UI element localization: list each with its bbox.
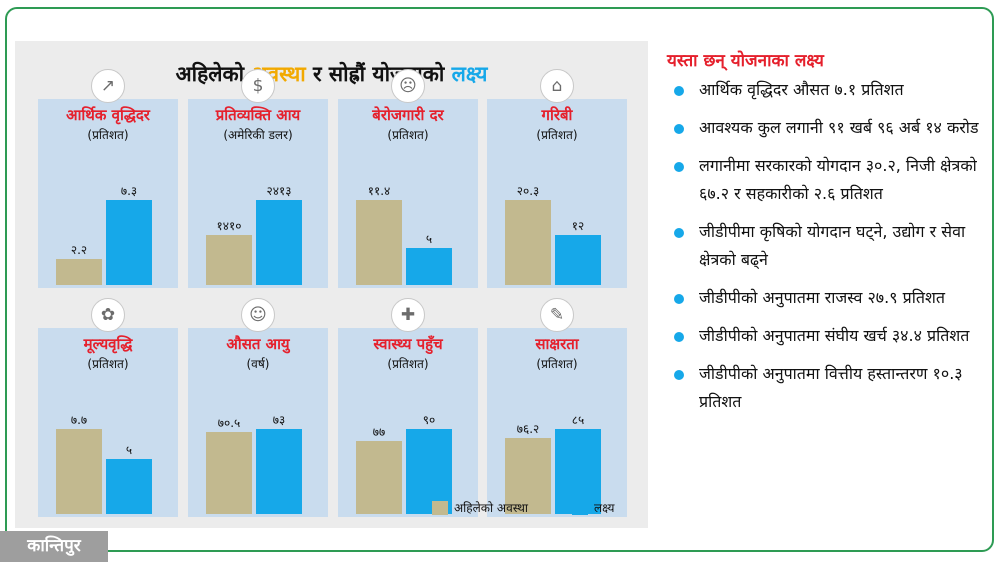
bar-target [256, 200, 302, 285]
bullet-dot-icon [674, 332, 684, 342]
chart-title: औसत आयु [226, 335, 290, 353]
bar-current [56, 429, 102, 514]
bar-current-label: ७६.२ [516, 422, 540, 436]
legend-target-label: लक्ष्य [594, 501, 615, 515]
bar-target-label: १२ [571, 219, 585, 233]
bar-current-label: ७.७ [70, 413, 88, 427]
target-item-text: लगानीमा सरकारको योगदान ३०.२, निजी क्षेत्… [699, 156, 977, 203]
poverty-icon: ⌂ [540, 69, 574, 103]
bar-target [555, 235, 601, 285]
chart-card: औसत आयु (वर्ष) ७०.५ ७३ [188, 328, 328, 517]
chart-unit: (प्रतिशत) [387, 128, 429, 142]
targets-list: आर्थिक वृद्धिदर औसत ७.१ प्रतिशत आवश्यक कु… [667, 76, 992, 426]
chart-unit: (प्रतिशत) [536, 357, 578, 371]
chart-title: गरिबी [541, 106, 573, 124]
bar-current [206, 432, 252, 514]
legend-current-label: अहिलेको अवस्था [454, 501, 528, 515]
bar-target-label: ७.३ [120, 184, 138, 198]
bar-target-label: २४१३ [266, 184, 292, 198]
chart-unit: (प्रतिशत) [87, 128, 129, 142]
title-part-1: अहिलेको [175, 62, 252, 86]
bar-current [505, 200, 551, 285]
bullet-dot-icon [674, 370, 684, 380]
legend-current: अहिलेको अवस्था [432, 499, 528, 516]
target-item-text: जीडीपीको अनुपातमा राजस्व २७.९ प्रतिशत [699, 288, 945, 307]
chart-title: आर्थिक वृद्धिदर [66, 106, 150, 124]
bar-current-label: ७७ [372, 425, 386, 439]
bar-target-label: ५ [125, 443, 133, 457]
bullet-dot-icon [674, 228, 684, 238]
chart-card: मूल्यवृद्धि (प्रतिशत) ७.७ ५ [38, 328, 178, 517]
target-item: आवश्यक कुल लगानी ९१ खर्ब ९६ अर्ब १४ करोड [667, 114, 992, 142]
chart-title: मूल्यवृद्धि [83, 335, 133, 353]
bar-current-label: १४१० [216, 219, 242, 233]
target-item: जीडीपीमा कृषिको योगदान घट्ने, उद्योग र स… [667, 218, 992, 274]
unemployed-icon: ☹ [391, 69, 425, 103]
bar-target-label: ७३ [272, 413, 286, 427]
target-item-text: आवश्यक कुल लगानी ९१ खर्ब ९६ अर्ब १४ करोड [699, 118, 979, 137]
target-item: लगानीमा सरकारको योगदान ३०.२, निजी क्षेत्… [667, 152, 992, 208]
bar-current [505, 438, 551, 514]
bullet-dot-icon [674, 162, 684, 172]
targets-title: यस्ता छन् योजनाका लक्ष्य [667, 51, 824, 71]
target-item-text: आर्थिक वृद्धिदर औसत ७.१ प्रतिशत [699, 80, 904, 99]
chart-unit: (वर्ष) [246, 357, 270, 371]
bar-current-label: २.२ [70, 243, 88, 257]
chart-card: साक्षरता (प्रतिशत) ७६.२ ८५ [487, 328, 627, 517]
target-item: जीडीपीको अनुपातमा राजस्व २७.९ प्रतिशत [667, 284, 992, 312]
target-item-text: जीडीपीको अनुपातमा संघीय खर्च ३४.४ प्रतिश… [699, 326, 970, 345]
bar-current [356, 441, 402, 514]
target-item: जीडीपीको अनुपातमा संघीय खर्च ३४.४ प्रतिश… [667, 322, 992, 350]
bar-target-label: ८५ [571, 413, 585, 427]
bar-target [406, 429, 452, 514]
chart-title: स्वास्थ्य पहुँच [373, 335, 443, 353]
chart-card: स्वास्थ्य पहुँच (प्रतिशत) ७७ ९० [338, 328, 478, 517]
chart-title: बेरोजगारी दर [372, 106, 444, 124]
chart-title: साक्षरता [535, 335, 579, 353]
title-part-3: र सोह्रौं योजनाको [305, 62, 452, 86]
bar-target [555, 429, 601, 514]
money-icon: $ [241, 69, 275, 103]
chart-unit: (प्रतिशत) [536, 128, 578, 142]
target-item-text: जीडीपीको अनुपातमा वित्तीय हस्तान्तरण १०.… [699, 364, 963, 411]
target-item-text: जीडीपीमा कृषिको योगदान घट्ने, उद्योग र स… [699, 222, 966, 269]
legend-target: लक्ष्य [572, 499, 614, 516]
doctor-icon: ✚ [391, 298, 425, 332]
bar-target [256, 429, 302, 514]
chart-card: गरिबी (प्रतिशत) २०.३ १२ [487, 99, 627, 288]
bar-current [356, 200, 402, 285]
bar-target-label: ९० [422, 413, 436, 427]
legend-target-swatch [572, 500, 588, 515]
chart-title: प्रतिव्यक्ति आय [215, 106, 301, 124]
bar-target [106, 459, 152, 514]
bar-current [56, 259, 102, 285]
title-part-4: लक्ष्य [451, 62, 488, 86]
chart-card: आर्थिक वृद्धिदर (प्रतिशत) २.२ ७.३ [38, 99, 178, 288]
bullet-dot-icon [674, 124, 684, 134]
kantipur-logo: कान्तिपुर [0, 531, 108, 562]
target-item: आर्थिक वृद्धिदर औसत ७.१ प्रतिशत [667, 76, 992, 104]
chart-unit: (अमेरिकी डलर) [223, 128, 293, 142]
bar-target [106, 200, 152, 285]
chart-card: प्रतिव्यक्ति आय (अमेरिकी डलर) १४१० २४१३ [188, 99, 328, 288]
elderly-couple-icon: ☺ [241, 298, 275, 332]
reading-icon: ✎ [540, 298, 574, 332]
target-item: जीडीपीको अनुपातमा वित्तीय हस्तान्तरण १०.… [667, 360, 992, 416]
chart-unit: (प्रतिशत) [87, 357, 129, 371]
vegetables-icon: ✿ [91, 298, 125, 332]
bar-target [406, 248, 452, 285]
growth-icon: ↗ [91, 69, 125, 103]
bar-current-label: ११.४ [367, 184, 391, 198]
bullet-dot-icon [674, 86, 684, 96]
chart-unit: (प्रतिशत) [387, 357, 429, 371]
bullet-dot-icon [674, 294, 684, 304]
bar-current-label: ७०.५ [217, 416, 241, 430]
chart-card: बेरोजगारी दर (प्रतिशत) ११.४ ५ [338, 99, 478, 288]
bar-target-label: ५ [425, 232, 433, 246]
bar-current [206, 235, 252, 285]
bar-current-label: २०.३ [516, 184, 540, 198]
legend-current-swatch [432, 500, 448, 515]
